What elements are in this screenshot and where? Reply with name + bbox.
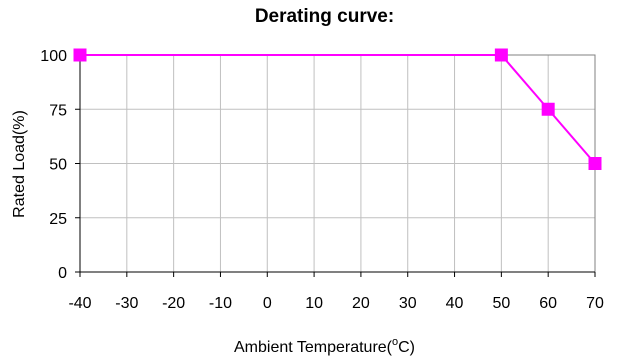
- data-point-marker: [541, 102, 555, 116]
- x-axis-title-unit: C): [398, 339, 415, 356]
- x-axis-title: Ambient Temperature(oC): [234, 336, 415, 356]
- x-axis-ticks: -40 -30 -20 -10 0 10 20 30 40 50 60 70: [68, 272, 604, 312]
- series-line: [80, 54, 596, 165]
- data-point-marker: [73, 48, 87, 62]
- y-tick-label: 0: [58, 265, 67, 282]
- grid-lines: [80, 55, 595, 272]
- x-tick-label: 0: [263, 295, 272, 312]
- y-tick-label: 25: [49, 211, 67, 228]
- x-tick-label: 30: [399, 295, 417, 312]
- data-point-marker: [494, 48, 508, 62]
- x-tick-label: -40: [68, 295, 91, 312]
- data-point-marker: [588, 157, 602, 170]
- series-group: [73, 48, 602, 170]
- x-tick-label: 60: [539, 295, 557, 312]
- x-tick-label: -20: [162, 295, 185, 312]
- degree-superscript: o: [392, 336, 398, 348]
- x-tick-label: 40: [446, 295, 464, 312]
- x-axis-title-main: Ambient Temperature(: [234, 339, 393, 356]
- y-tick-label: 100: [40, 48, 67, 65]
- x-tick-label: -10: [209, 295, 232, 312]
- y-tick-label: 75: [49, 102, 67, 119]
- x-tick-label: -30: [115, 295, 138, 312]
- y-axis-title: Rated Load(%): [11, 110, 28, 218]
- x-tick-label: 10: [305, 295, 323, 312]
- x-tick-label: 50: [492, 295, 510, 312]
- chart-title: Derating curve:: [254, 6, 395, 27]
- y-axis-ticks: 0 25 50 75 100: [40, 48, 80, 282]
- x-tick-label: 70: [586, 295, 604, 312]
- x-tick-label: 20: [352, 295, 370, 312]
- y-tick-label: 50: [49, 157, 67, 174]
